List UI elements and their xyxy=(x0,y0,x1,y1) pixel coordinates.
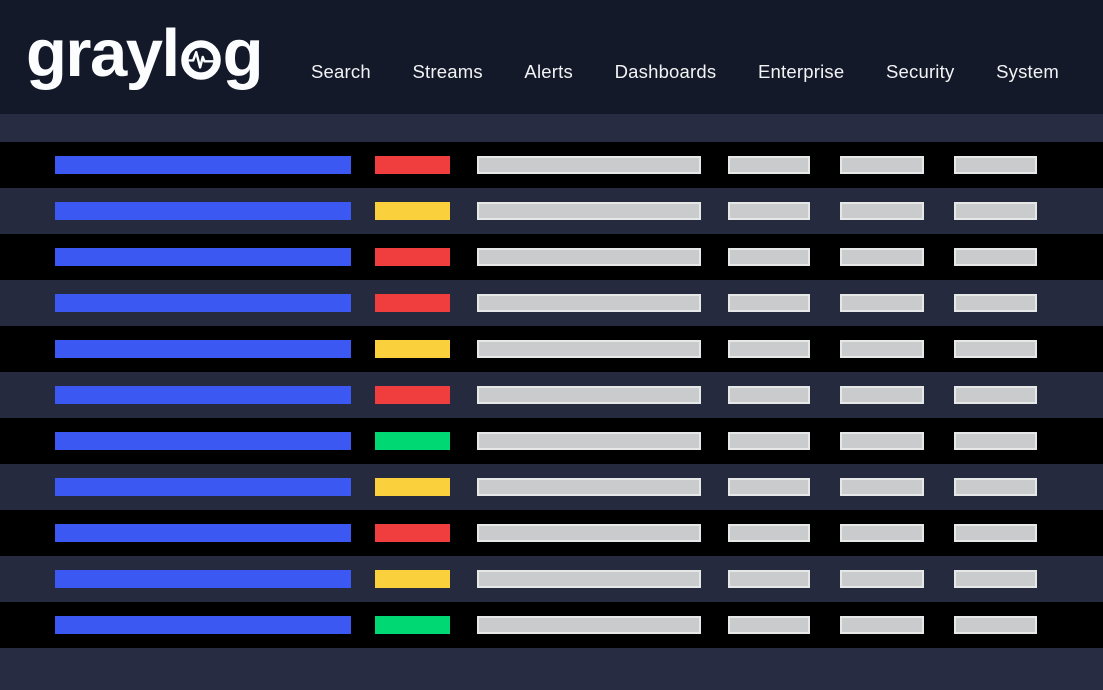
message-placeholder-bar xyxy=(55,478,351,496)
field-placeholder-bar-3 xyxy=(954,570,1037,588)
log-row[interactable] xyxy=(0,188,1103,234)
field-placeholder-bar-wide xyxy=(477,340,701,358)
message-placeholder-bar xyxy=(55,156,351,174)
field-placeholder-bar-2 xyxy=(840,524,924,542)
log-row[interactable] xyxy=(0,142,1103,188)
graylog-logo[interactable]: grayl g xyxy=(26,14,264,100)
field-placeholder-bar-wide xyxy=(477,478,701,496)
field-placeholder-bar-1 xyxy=(728,432,810,450)
logo-text-right: g xyxy=(222,15,264,91)
status-bar-yellow xyxy=(375,340,450,358)
status-bar-yellow xyxy=(375,570,450,588)
field-placeholder-bar-wide xyxy=(477,202,701,220)
field-placeholder-bar-wide xyxy=(477,432,701,450)
status-bar-yellow xyxy=(375,478,450,496)
log-row[interactable] xyxy=(0,418,1103,464)
status-bar-yellow xyxy=(375,202,450,220)
field-placeholder-bar-3 xyxy=(954,340,1037,358)
field-placeholder-bar-3 xyxy=(954,432,1037,450)
message-placeholder-bar xyxy=(55,570,351,588)
nav-item-alerts[interactable]: Alerts xyxy=(524,61,573,82)
field-placeholder-bar-2 xyxy=(840,202,924,220)
logo-text-left: grayl xyxy=(26,15,180,91)
field-placeholder-bar-1 xyxy=(728,386,810,404)
message-placeholder-bar xyxy=(55,248,351,266)
field-placeholder-bar-1 xyxy=(728,294,810,312)
message-placeholder-bar xyxy=(55,294,351,312)
message-placeholder-bar xyxy=(55,616,351,634)
field-placeholder-bar-2 xyxy=(840,432,924,450)
field-placeholder-bar-2 xyxy=(840,248,924,266)
field-placeholder-bar-2 xyxy=(840,156,924,174)
log-row[interactable] xyxy=(0,280,1103,326)
log-table xyxy=(0,142,1103,648)
field-placeholder-bar-wide xyxy=(477,616,701,634)
field-placeholder-bar-1 xyxy=(728,156,810,174)
message-placeholder-bar xyxy=(55,386,351,404)
field-placeholder-bar-1 xyxy=(728,616,810,634)
field-placeholder-bar-1 xyxy=(728,248,810,266)
status-bar-red xyxy=(375,248,450,266)
status-bar-green xyxy=(375,432,450,450)
field-placeholder-bar-3 xyxy=(954,294,1037,312)
field-placeholder-bar-1 xyxy=(728,478,810,496)
field-placeholder-bar-3 xyxy=(954,248,1037,266)
message-placeholder-bar xyxy=(55,524,351,542)
field-placeholder-bar-1 xyxy=(728,570,810,588)
field-placeholder-bar-wide xyxy=(477,386,701,404)
nav-item-security[interactable]: Security xyxy=(885,61,955,82)
field-placeholder-bar-2 xyxy=(840,386,924,404)
field-placeholder-bar-1 xyxy=(728,340,810,358)
log-row[interactable] xyxy=(0,602,1103,648)
nav-item-dashboards[interactable]: Dashboards xyxy=(614,61,717,82)
message-placeholder-bar xyxy=(55,340,351,358)
footer-strip xyxy=(0,648,1103,690)
field-placeholder-bar-3 xyxy=(954,478,1037,496)
log-row[interactable] xyxy=(0,234,1103,280)
field-placeholder-bar-2 xyxy=(840,570,924,588)
status-bar-red xyxy=(375,156,450,174)
field-placeholder-bar-3 xyxy=(954,156,1037,174)
status-bar-red xyxy=(375,524,450,542)
log-row[interactable] xyxy=(0,556,1103,602)
nav-item-system[interactable]: System xyxy=(996,61,1059,82)
field-placeholder-bar-3 xyxy=(954,202,1037,220)
log-row[interactable] xyxy=(0,372,1103,418)
message-placeholder-bar xyxy=(55,202,351,220)
field-placeholder-bar-1 xyxy=(728,524,810,542)
nav-item-search[interactable]: Search xyxy=(311,61,371,82)
status-bar-green xyxy=(375,616,450,634)
field-placeholder-bar-1 xyxy=(728,202,810,220)
app-header: grayl g Search Streams Alerts Dashboards… xyxy=(0,0,1103,114)
field-placeholder-bar-wide xyxy=(477,156,701,174)
field-placeholder-bar-3 xyxy=(954,524,1037,542)
log-row[interactable] xyxy=(0,510,1103,556)
field-placeholder-bar-wide xyxy=(477,294,701,312)
nav-item-enterprise[interactable]: Enterprise xyxy=(758,61,845,82)
main-nav: Search Streams Alerts Dashboards Enterpr… xyxy=(311,61,1059,83)
field-placeholder-bar-2 xyxy=(840,616,924,634)
field-placeholder-bar-wide xyxy=(477,570,701,588)
status-bar-red xyxy=(375,294,450,312)
field-placeholder-bar-wide xyxy=(477,248,701,266)
log-row[interactable] xyxy=(0,326,1103,372)
message-placeholder-bar xyxy=(55,432,351,450)
field-placeholder-bar-3 xyxy=(954,386,1037,404)
log-row[interactable] xyxy=(0,464,1103,510)
pulse-icon xyxy=(180,40,221,80)
field-placeholder-bar-2 xyxy=(840,294,924,312)
field-placeholder-bar-wide xyxy=(477,524,701,542)
status-bar-red xyxy=(375,386,450,404)
field-placeholder-bar-2 xyxy=(840,478,924,496)
nav-item-streams[interactable]: Streams xyxy=(412,61,483,82)
field-placeholder-bar-2 xyxy=(840,340,924,358)
toolbar-strip xyxy=(0,114,1103,142)
field-placeholder-bar-3 xyxy=(954,616,1037,634)
